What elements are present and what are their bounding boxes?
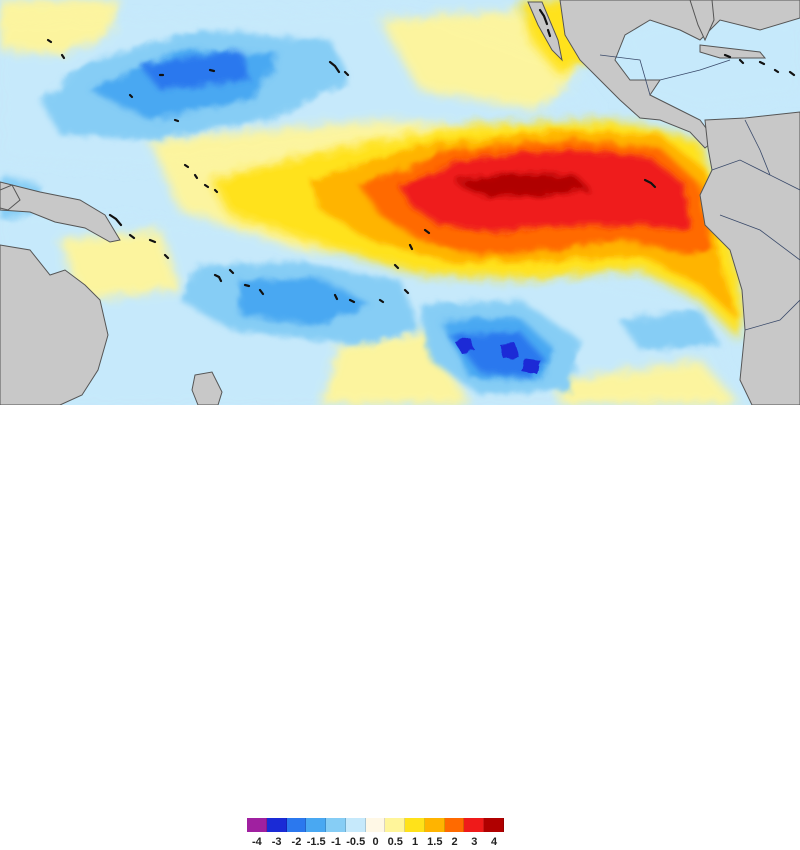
map-canvas (0, 0, 800, 405)
legend-swatch (345, 818, 366, 832)
legend-tick-label: 0.5 (387, 836, 403, 848)
legend-swatch (405, 818, 425, 832)
cuba (699, 44, 767, 59)
islands (46, 8, 796, 304)
legend-tick-label: 2 (451, 836, 458, 848)
land (0, 0, 800, 405)
new-guinea (0, 181, 121, 243)
legend-tick-label: 1.5 (427, 836, 443, 848)
borneo-edge (0, 184, 21, 211)
legend-swatch (464, 818, 485, 832)
anomaly-pos-4 (455, 172, 590, 196)
baja-peninsula (527, 1, 563, 62)
legend-tick-label: 3 (471, 836, 478, 848)
anomaly-field (0, 0, 800, 405)
legend-tick-label: -1.5 (306, 836, 326, 848)
australia (0, 244, 109, 405)
legend-swatch (286, 818, 307, 832)
borders (599, 54, 800, 331)
legend-tick-label: 1 (411, 836, 419, 848)
legend-tick-label: -2 (291, 836, 302, 848)
legend-swatch (247, 818, 267, 832)
legend-swatch (444, 818, 465, 832)
anomaly-neg-3 (455, 338, 540, 375)
legend-panel: -4 -3 -2 -1.5 -1 -0.5 0 0.5 1 1.5 2 3 4 (0, 405, 800, 848)
legend-swatch (365, 818, 386, 832)
legend-swatch (306, 818, 327, 832)
sst-anomaly-map (0, 0, 800, 405)
florida (689, 0, 715, 42)
legend-tick-label: -4 (251, 836, 262, 848)
south-america (699, 111, 800, 405)
new-zealand (191, 371, 223, 405)
legend-swatch (424, 818, 445, 832)
color-scale-bar (247, 818, 504, 832)
legend-tick-label: 0 (372, 836, 379, 848)
legend-tick-label: 4 (491, 836, 498, 848)
legend-tick-label: -1 (331, 836, 341, 848)
legend-swatch (385, 818, 406, 832)
legend-tick-label: -3 (271, 836, 282, 848)
legend-tick-label: -0.5 (346, 836, 366, 848)
legend-swatch (326, 818, 346, 832)
color-scale-labels: -4 -3 -2 -1.5 -1 -0.5 0 0.5 1 1.5 2 3 4 (247, 836, 504, 850)
legend-swatch (484, 818, 504, 832)
legend-swatch (266, 818, 287, 832)
anomaly-neg-2 (140, 50, 545, 378)
